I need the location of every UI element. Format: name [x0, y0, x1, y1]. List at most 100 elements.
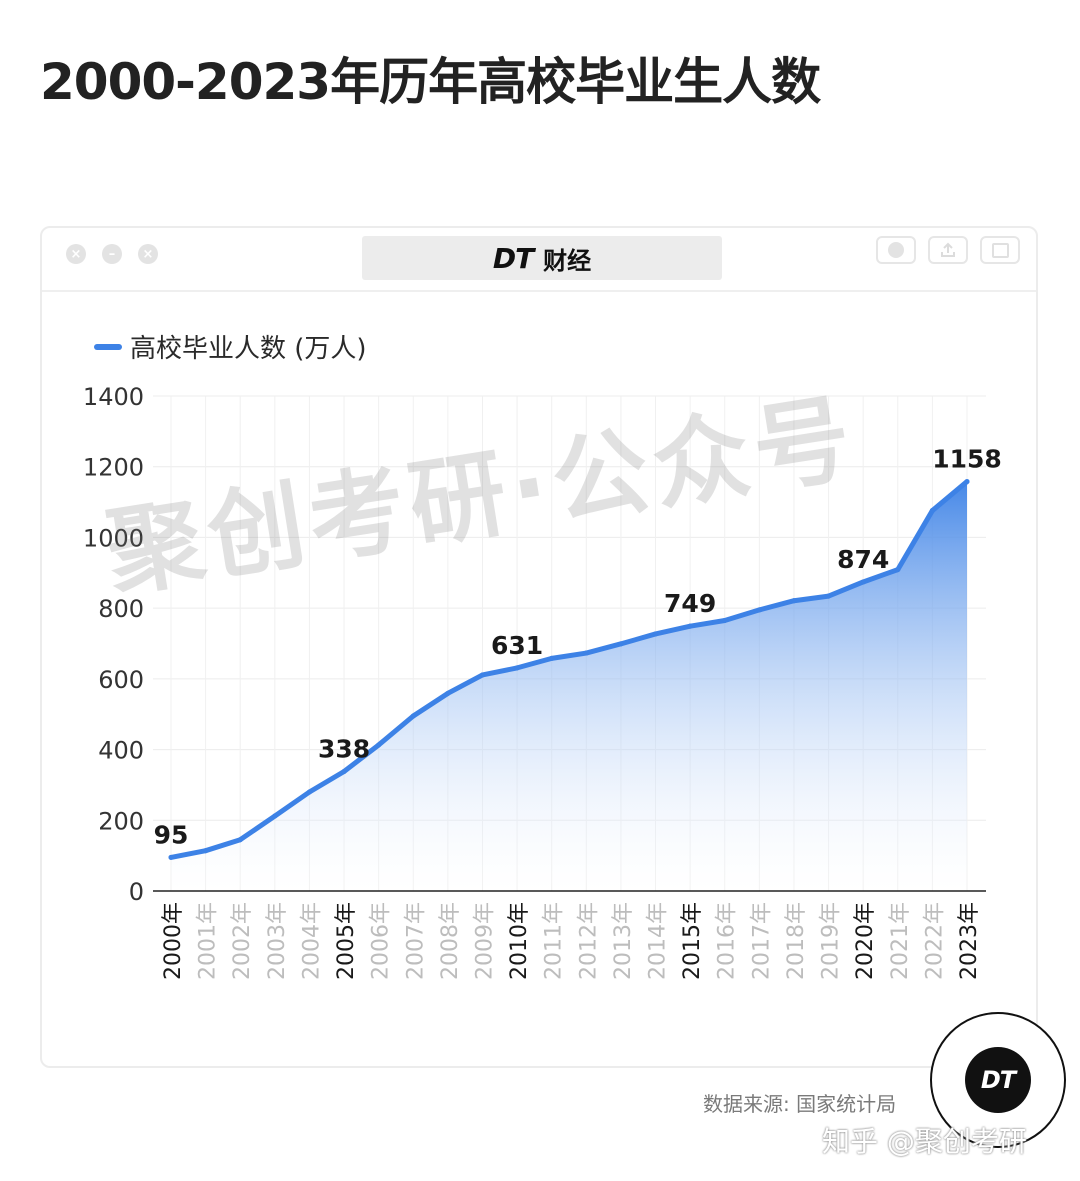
data-point: [445, 690, 451, 696]
x-tick-label: 2010年: [507, 902, 532, 980]
series-line-segment: [203, 837, 243, 854]
x-tick-label: 2018年: [784, 902, 809, 980]
data-point: [514, 665, 520, 671]
series-line-segment: [826, 579, 866, 599]
data-point: [964, 479, 970, 485]
axis-layer: 0 200 400 600 800 1000 1200 1400 2000年 2001年 2002年…: [83, 383, 986, 980]
y-tick-label: 0: [129, 878, 144, 906]
data-point: [722, 618, 728, 624]
data-point: [549, 655, 555, 661]
series-line-segment: [791, 593, 832, 604]
data-label: 874: [837, 545, 889, 574]
data-label: 631: [491, 631, 543, 660]
x-tick-label: 2000年: [161, 902, 186, 980]
data-point: [583, 650, 589, 656]
area-layer: [168, 479, 970, 891]
y-tick-label: 600: [98, 666, 144, 694]
label-layer: 95 338 631 749 874 1158: [154, 445, 1002, 850]
y-tick-label: 400: [98, 737, 144, 765]
series-line-segment: [583, 641, 624, 656]
data-label: 1158: [932, 445, 1002, 474]
data-point: [168, 854, 174, 860]
minimize-icon[interactable]: –: [102, 244, 122, 264]
series-line-segment: [756, 598, 797, 613]
x-tick-label: 2011年: [542, 902, 567, 980]
data-label: 338: [318, 734, 370, 763]
x-tick-label: 2012年: [576, 902, 601, 980]
x-tick-label: 2021年: [888, 902, 913, 980]
series-line-segment: [341, 742, 382, 774]
data-point: [237, 837, 243, 843]
x-tick-label: 2015年: [680, 902, 705, 980]
author-handle: 知乎 @聚创考研: [822, 1125, 1027, 1158]
x-tick-label: 2019年: [819, 902, 844, 980]
address-bar[interactable]: DT 财经: [362, 236, 722, 280]
x-tick-label: 2006年: [369, 902, 394, 980]
window-icon[interactable]: [980, 236, 1020, 264]
data-point: [653, 631, 659, 637]
series-line-segment: [860, 567, 901, 585]
series-line-segment: [168, 848, 209, 860]
series-line-segment: [618, 631, 659, 647]
series-line-segment: [237, 813, 278, 843]
x-tick-label: 2009年: [472, 902, 497, 980]
x-tick-label: 2020年: [853, 902, 878, 980]
y-tick-label: 200: [98, 807, 144, 835]
dt-logo-badge: DT: [930, 1012, 1066, 1148]
data-label: 95: [154, 820, 189, 849]
data-point: [306, 789, 312, 795]
series-line-segment: [895, 508, 935, 573]
x-tick-label: 2022年: [922, 902, 947, 980]
series-line-segment: [376, 713, 416, 748]
x-tick-label: 2004年: [299, 902, 324, 980]
data-point: [895, 567, 901, 573]
dt-logo: DT: [965, 1047, 1031, 1113]
legend-label: 高校毕业人数 (万人): [130, 334, 367, 364]
brand-name: 财经: [543, 246, 592, 275]
data-point: [826, 593, 832, 599]
series-line-segment: [445, 672, 485, 696]
share-icon[interactable]: [928, 236, 968, 264]
data-point: [410, 713, 416, 719]
data-point: [341, 768, 347, 774]
data-point: [929, 508, 935, 514]
series-line-segment: [653, 623, 693, 637]
series-line-segment: [306, 768, 347, 795]
series-line-segment: [687, 618, 728, 629]
x-tick-label: 2001年: [196, 902, 221, 980]
series-line-segment: [549, 650, 589, 661]
x-tick-label: 2017年: [749, 902, 774, 980]
x-tick-label: 2002年: [230, 902, 255, 980]
y-tick-label: 1000: [83, 524, 144, 552]
series-line-segment: [514, 655, 555, 671]
data-point: [860, 579, 866, 585]
series-line-segment: [410, 690, 451, 719]
x-tick-label: 2005年: [334, 902, 359, 980]
x-tick-label: 2013年: [611, 902, 636, 980]
data-point: [479, 672, 485, 678]
series-line-segment: [722, 607, 762, 624]
series-line-segment: [272, 789, 312, 819]
source-note: 数据来源: 国家统计局: [703, 1092, 897, 1116]
data-point: [756, 607, 762, 613]
x-tick-label: 2008年: [438, 902, 463, 980]
data-point: [272, 813, 278, 819]
page-title: 2000-2023年历年高校毕业生人数: [40, 53, 821, 111]
brand-mark: DT: [492, 241, 534, 275]
share-glyph: [941, 242, 955, 257]
close-icon[interactable]: ×: [66, 244, 86, 264]
x-tick-label: 2007年: [403, 902, 428, 980]
x-tick-label: 2014年: [646, 902, 671, 980]
data-point: [203, 848, 209, 854]
maximize-icon[interactable]: ×: [138, 244, 158, 264]
window-titlebar: × – × DT 财经: [42, 228, 1036, 292]
series-line-segment: [479, 665, 520, 678]
x-tick-label: 2003年: [265, 902, 290, 980]
x-tick-label: 2016年: [715, 902, 740, 980]
series-area: [171, 481, 967, 891]
y-tick-label: 800: [98, 595, 144, 623]
series-line-segment: [929, 479, 970, 514]
record-icon[interactable]: [876, 236, 916, 264]
data-label: 749: [664, 589, 716, 618]
